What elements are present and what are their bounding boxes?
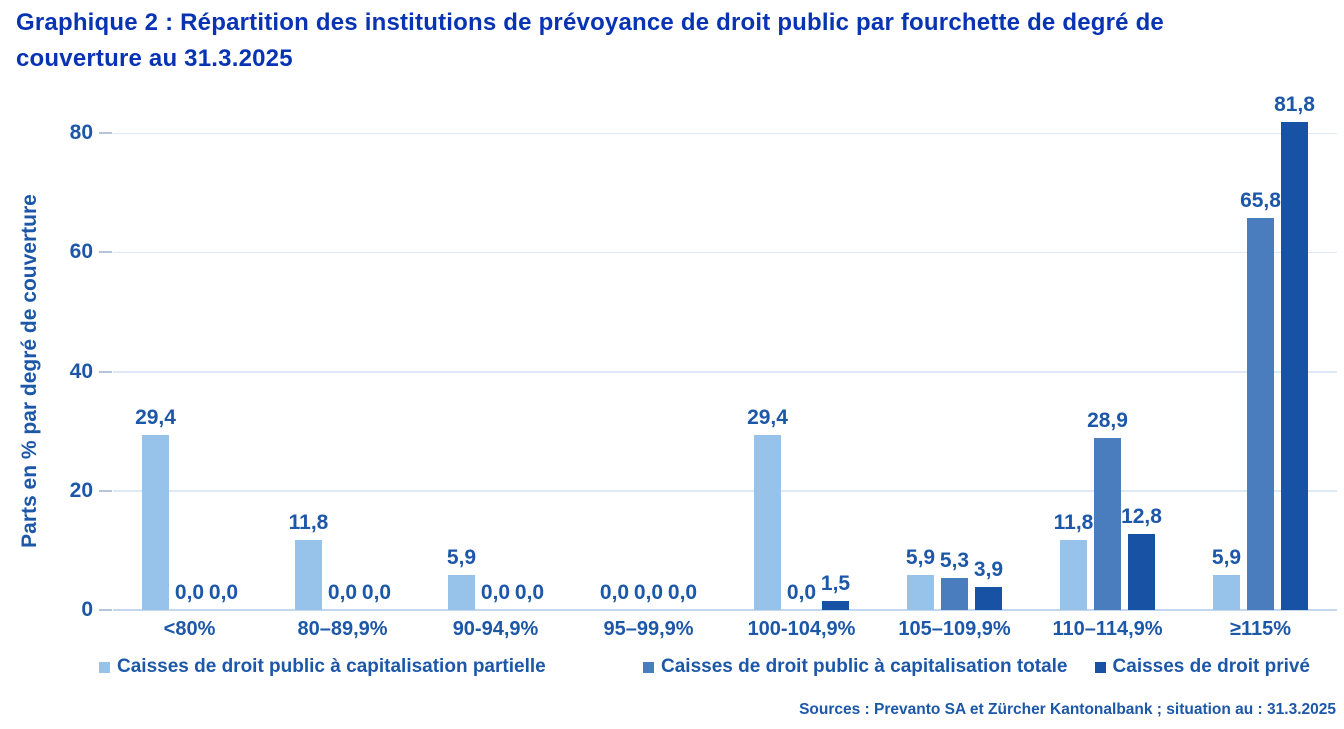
y-tick-label: 0 <box>81 598 93 621</box>
bar-value-label: 3,9 <box>973 558 1004 581</box>
bar <box>941 578 968 610</box>
legend-item-prive: Caisses de droit privé <box>1094 656 1310 678</box>
gridline <box>113 371 1337 373</box>
bar-value-label: 12,8 <box>1121 505 1162 528</box>
bar <box>142 435 169 610</box>
chart-title: Graphique 2 : Répartition des institutio… <box>16 9 1164 72</box>
plot-area: 0 20 40 60 80 29,4 0,0 0,0 <80% 11,8 0,0 0,0 80–89,9… <box>70 90 1337 640</box>
bar-value-label: 0,0 <box>480 581 511 604</box>
bar-value-label: 11,8 <box>1053 511 1094 534</box>
bar-group: 5,9 0,0 0,0 <box>419 90 572 610</box>
bar <box>975 587 1002 610</box>
x-tick-label: 95–99,9% <box>603 618 694 640</box>
bar <box>1060 540 1087 610</box>
bar-value-label: 5,9 <box>1211 546 1242 569</box>
bar-value-label: 5,9 <box>905 546 936 569</box>
bar-value-label: 0,0 <box>327 581 358 604</box>
bar-value-label: 0,0 <box>667 581 698 604</box>
x-tick-label: 100-104,9% <box>747 618 856 640</box>
x-tick-label: ≥115% <box>1229 618 1292 640</box>
bar-group: 5,9 65,8 81,8 <box>1184 90 1337 610</box>
bar <box>822 601 849 610</box>
legend-item-partielle: Caisses de droit public à capitalisation… <box>99 656 546 678</box>
bar-value-label: 65,8 <box>1240 189 1281 212</box>
y-tick-label: 20 <box>69 478 93 502</box>
x-tick-label: 110–114,9% <box>1052 618 1163 640</box>
bar <box>754 435 781 610</box>
bar-value-label: 28,9 <box>1087 409 1128 432</box>
legend-swatch-prive-icon <box>1094 661 1106 673</box>
legend-label-totale: Caisses de droit public à capitalisation… <box>661 656 1068 677</box>
bar <box>295 540 322 610</box>
bar-group: 5,9 5,3 3,9 <box>878 90 1031 610</box>
bar <box>1213 575 1240 610</box>
x-tick-label: 80–89,9% <box>297 618 388 640</box>
bar-group: 0,0 0,0 0,0 <box>572 90 725 610</box>
bar-value-label: 0,0 <box>361 581 392 604</box>
legend-swatch-totale-icon <box>643 661 654 673</box>
bar-value-label: 29,4 <box>747 406 788 429</box>
y-axis-title: Parts en % par degré de couverture <box>18 194 41 548</box>
legend-label-prive: Caisses de droit privé <box>1112 656 1310 677</box>
y-tick-label: 40 <box>69 359 93 383</box>
bar-value-label: 29,4 <box>135 406 176 429</box>
bar <box>448 575 475 610</box>
bar-group: 29,4 0,0 0,0 <box>113 90 266 610</box>
bar-value-label: 0,0 <box>208 581 239 604</box>
bar-value-label: 0,0 <box>786 581 817 604</box>
x-tick-label: 105–109,9% <box>898 618 1011 640</box>
bar-group: 11,8 28,9 12,8 <box>1031 90 1184 610</box>
y-tick-mark <box>99 132 112 134</box>
bar <box>907 575 934 610</box>
y-tick-mark <box>99 489 112 492</box>
x-tick-label: <80% <box>163 618 216 640</box>
bar-value-label: 11,8 <box>288 511 329 534</box>
bar <box>1281 122 1308 610</box>
bar-value-label: 0,0 <box>174 581 205 604</box>
gridline <box>113 490 1337 492</box>
y-tick-mark <box>99 370 112 373</box>
y-tick-label: 80 <box>69 121 93 144</box>
bar-value-label: 5,9 <box>446 546 477 569</box>
bar-value-label: 5,3 <box>939 549 970 572</box>
legend-item-totale: Caisses de droit public à capitalisation… <box>643 656 1068 678</box>
legend-swatch-partielle-icon <box>99 661 110 673</box>
y-tick-mark <box>99 251 112 254</box>
gridline <box>113 132 1337 134</box>
x-tick-label: 90-94,9% <box>452 618 539 640</box>
bar-value-label: 81,8 <box>1274 93 1315 116</box>
y-tick-label: 60 <box>69 240 93 264</box>
bar <box>1247 218 1274 610</box>
bar <box>1094 438 1121 610</box>
bar-group: 11,8 0,0 0,0 <box>266 90 419 610</box>
bar-value-label: 0,0 <box>514 581 545 604</box>
bar <box>1128 534 1155 610</box>
gridline <box>113 251 1337 254</box>
bar-value-label: 0,0 <box>633 581 664 604</box>
bar-value-label: 1,5 <box>820 572 851 595</box>
bar-group: 29,4 0,0 1,5 <box>725 90 878 610</box>
source-note: Sources : Prevanto SA et Zürcher Kantona… <box>799 701 1336 718</box>
legend-label-partielle: Caisses de droit public à capitalisation… <box>117 656 546 677</box>
bar-value-label: 0,0 <box>599 581 630 604</box>
y-tick-mark <box>99 609 112 611</box>
x-axis-line <box>113 609 1337 611</box>
